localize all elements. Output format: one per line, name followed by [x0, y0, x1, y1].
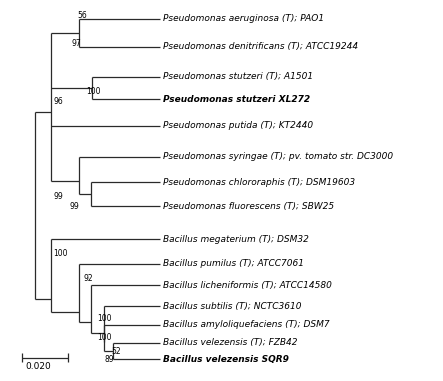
Text: Pseudomonas fluorescens (T); SBW25: Pseudomonas fluorescens (T); SBW25 [163, 202, 334, 211]
Text: Pseudomonas stutzeri XL272: Pseudomonas stutzeri XL272 [163, 95, 310, 104]
Text: Bacillus pumilus (T); ATCC7061: Bacillus pumilus (T); ATCC7061 [163, 259, 304, 268]
Text: 52: 52 [111, 347, 120, 356]
Text: Bacillus velezensis SQR9: Bacillus velezensis SQR9 [163, 355, 289, 364]
Text: Pseudomonas denitrificans (T); ATCC19244: Pseudomonas denitrificans (T); ATCC19244 [163, 42, 358, 51]
Text: 97: 97 [71, 39, 81, 48]
Text: 89: 89 [105, 355, 114, 364]
Text: 0.020: 0.020 [26, 362, 51, 371]
Text: Pseudomonas chlororaphis (T); DSM19603: Pseudomonas chlororaphis (T); DSM19603 [163, 178, 355, 187]
Text: 96: 96 [53, 97, 63, 106]
Text: 100: 100 [86, 86, 100, 96]
Text: 100: 100 [97, 333, 112, 342]
Text: 99: 99 [53, 192, 63, 201]
Text: 92: 92 [83, 274, 93, 283]
Text: 100: 100 [53, 249, 68, 258]
Text: Bacillus subtilis (T); NCTC3610: Bacillus subtilis (T); NCTC3610 [163, 302, 302, 311]
Text: Bacillus megaterium (T); DSM32: Bacillus megaterium (T); DSM32 [163, 235, 309, 244]
Text: 99: 99 [70, 202, 80, 211]
Text: Pseudomonas putida (T); KT2440: Pseudomonas putida (T); KT2440 [163, 121, 313, 130]
Text: Bacillus licheniformis (T); ATCC14580: Bacillus licheniformis (T); ATCC14580 [163, 281, 332, 290]
Text: Bacillus velezensis (T); FZB42: Bacillus velezensis (T); FZB42 [163, 338, 298, 347]
Text: Pseudomonas aeruginosa (T); PAO1: Pseudomonas aeruginosa (T); PAO1 [163, 14, 324, 23]
Text: Pseudomonas syringae (T); pv. tomato str. DC3000: Pseudomonas syringae (T); pv. tomato str… [163, 152, 393, 161]
Text: 56: 56 [78, 11, 87, 20]
Text: 100: 100 [97, 314, 112, 323]
Text: Pseudomonas stutzeri (T); A1501: Pseudomonas stutzeri (T); A1501 [163, 72, 313, 81]
Text: Bacillus amyloliquefaciens (T); DSM7: Bacillus amyloliquefaciens (T); DSM7 [163, 320, 330, 330]
